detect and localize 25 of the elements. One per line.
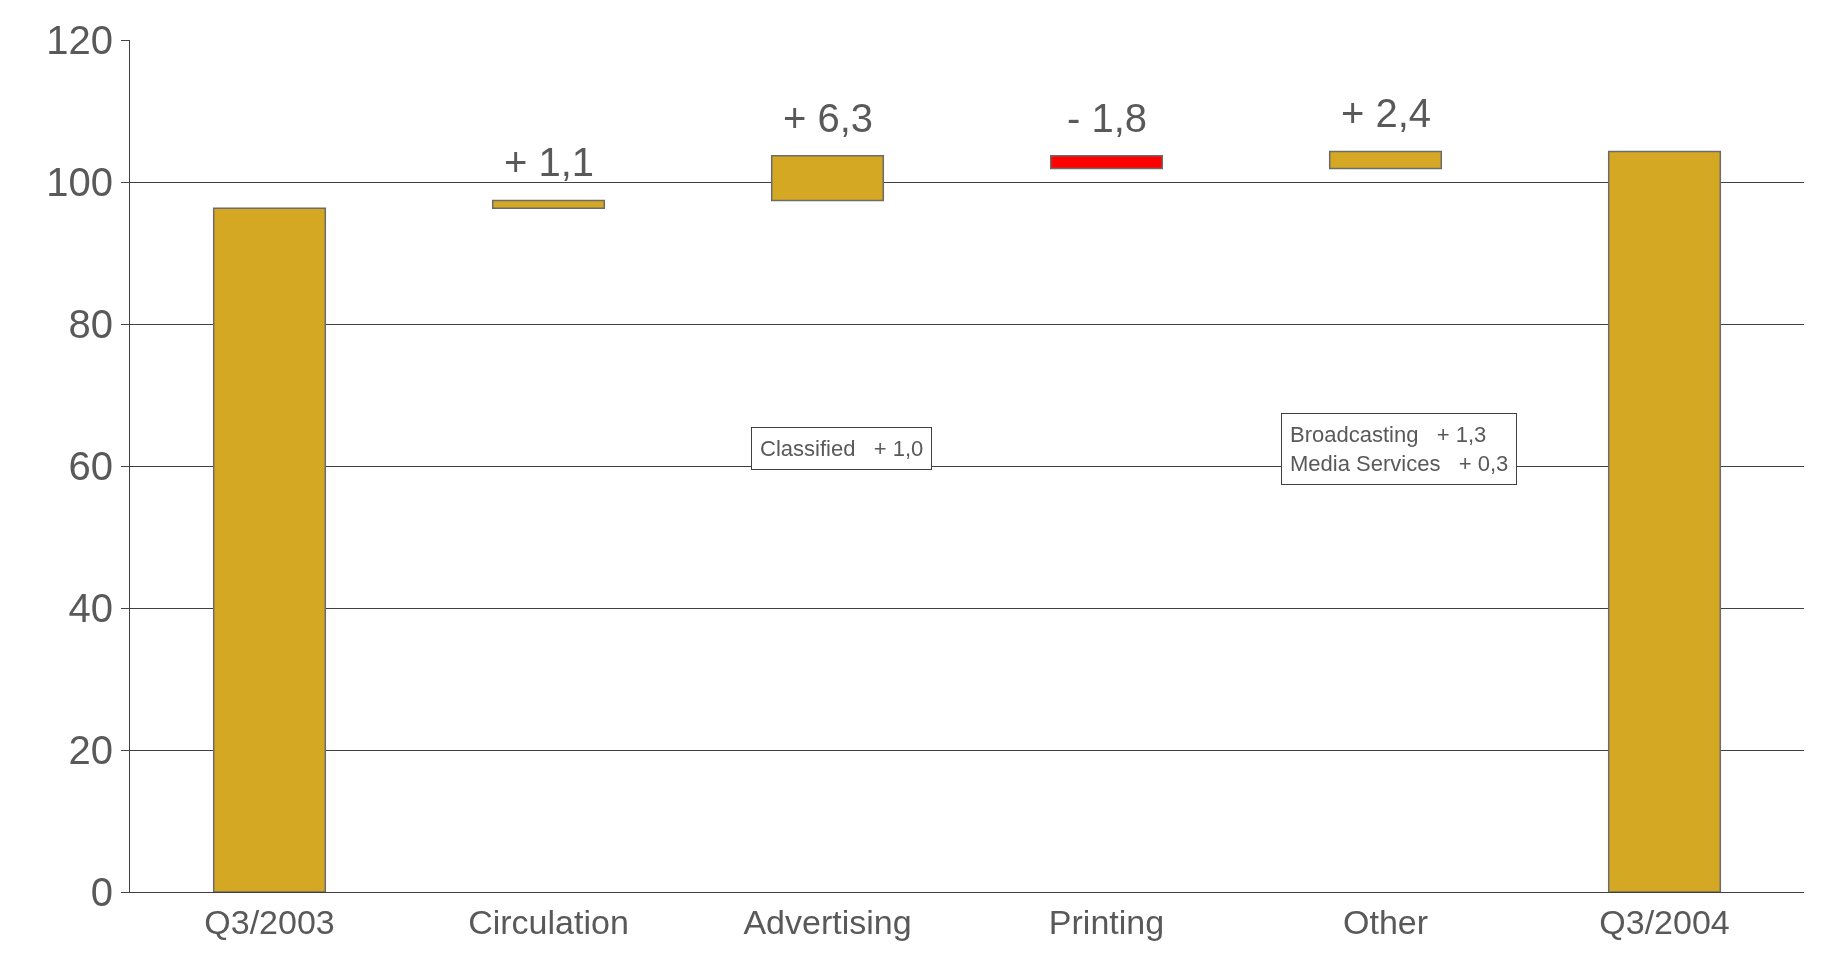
bar — [1049, 154, 1164, 170]
x-tick-label: Advertising — [743, 902, 912, 941]
bar — [1328, 150, 1443, 170]
y-tick-label: 0 — [90, 870, 113, 914]
y-tick-label: 80 — [68, 302, 113, 346]
x-tick-label: Printing — [1048, 902, 1165, 941]
annotation: Classified + 1,0 — [760, 436, 924, 461]
y-tick-label: 100 — [46, 160, 113, 204]
bar — [770, 154, 885, 202]
bar — [491, 199, 606, 210]
y-tick-label: 20 — [68, 728, 113, 772]
y-tick-label: 60 — [68, 444, 113, 488]
data-label: + 2,4 — [1341, 91, 1432, 135]
x-tick-label: Circulation — [468, 902, 629, 941]
x-tick-label: Q3/2003 — [204, 902, 335, 941]
data-label: + 1,1 — [504, 140, 595, 184]
bar — [212, 207, 327, 892]
data-label: + 6,3 — [783, 96, 874, 140]
annotation: Broadcasting + 1,3 Media Services + 0,3 — [1290, 422, 1509, 476]
y-tick-label: 40 — [68, 586, 113, 630]
x-tick-label: Other — [1342, 902, 1429, 941]
data-label: - 1,8 — [1067, 96, 1148, 140]
x-tick-label: Q3/2004 — [1599, 902, 1730, 941]
y-tick-label: 120 — [46, 18, 113, 62]
bar — [1607, 150, 1722, 892]
